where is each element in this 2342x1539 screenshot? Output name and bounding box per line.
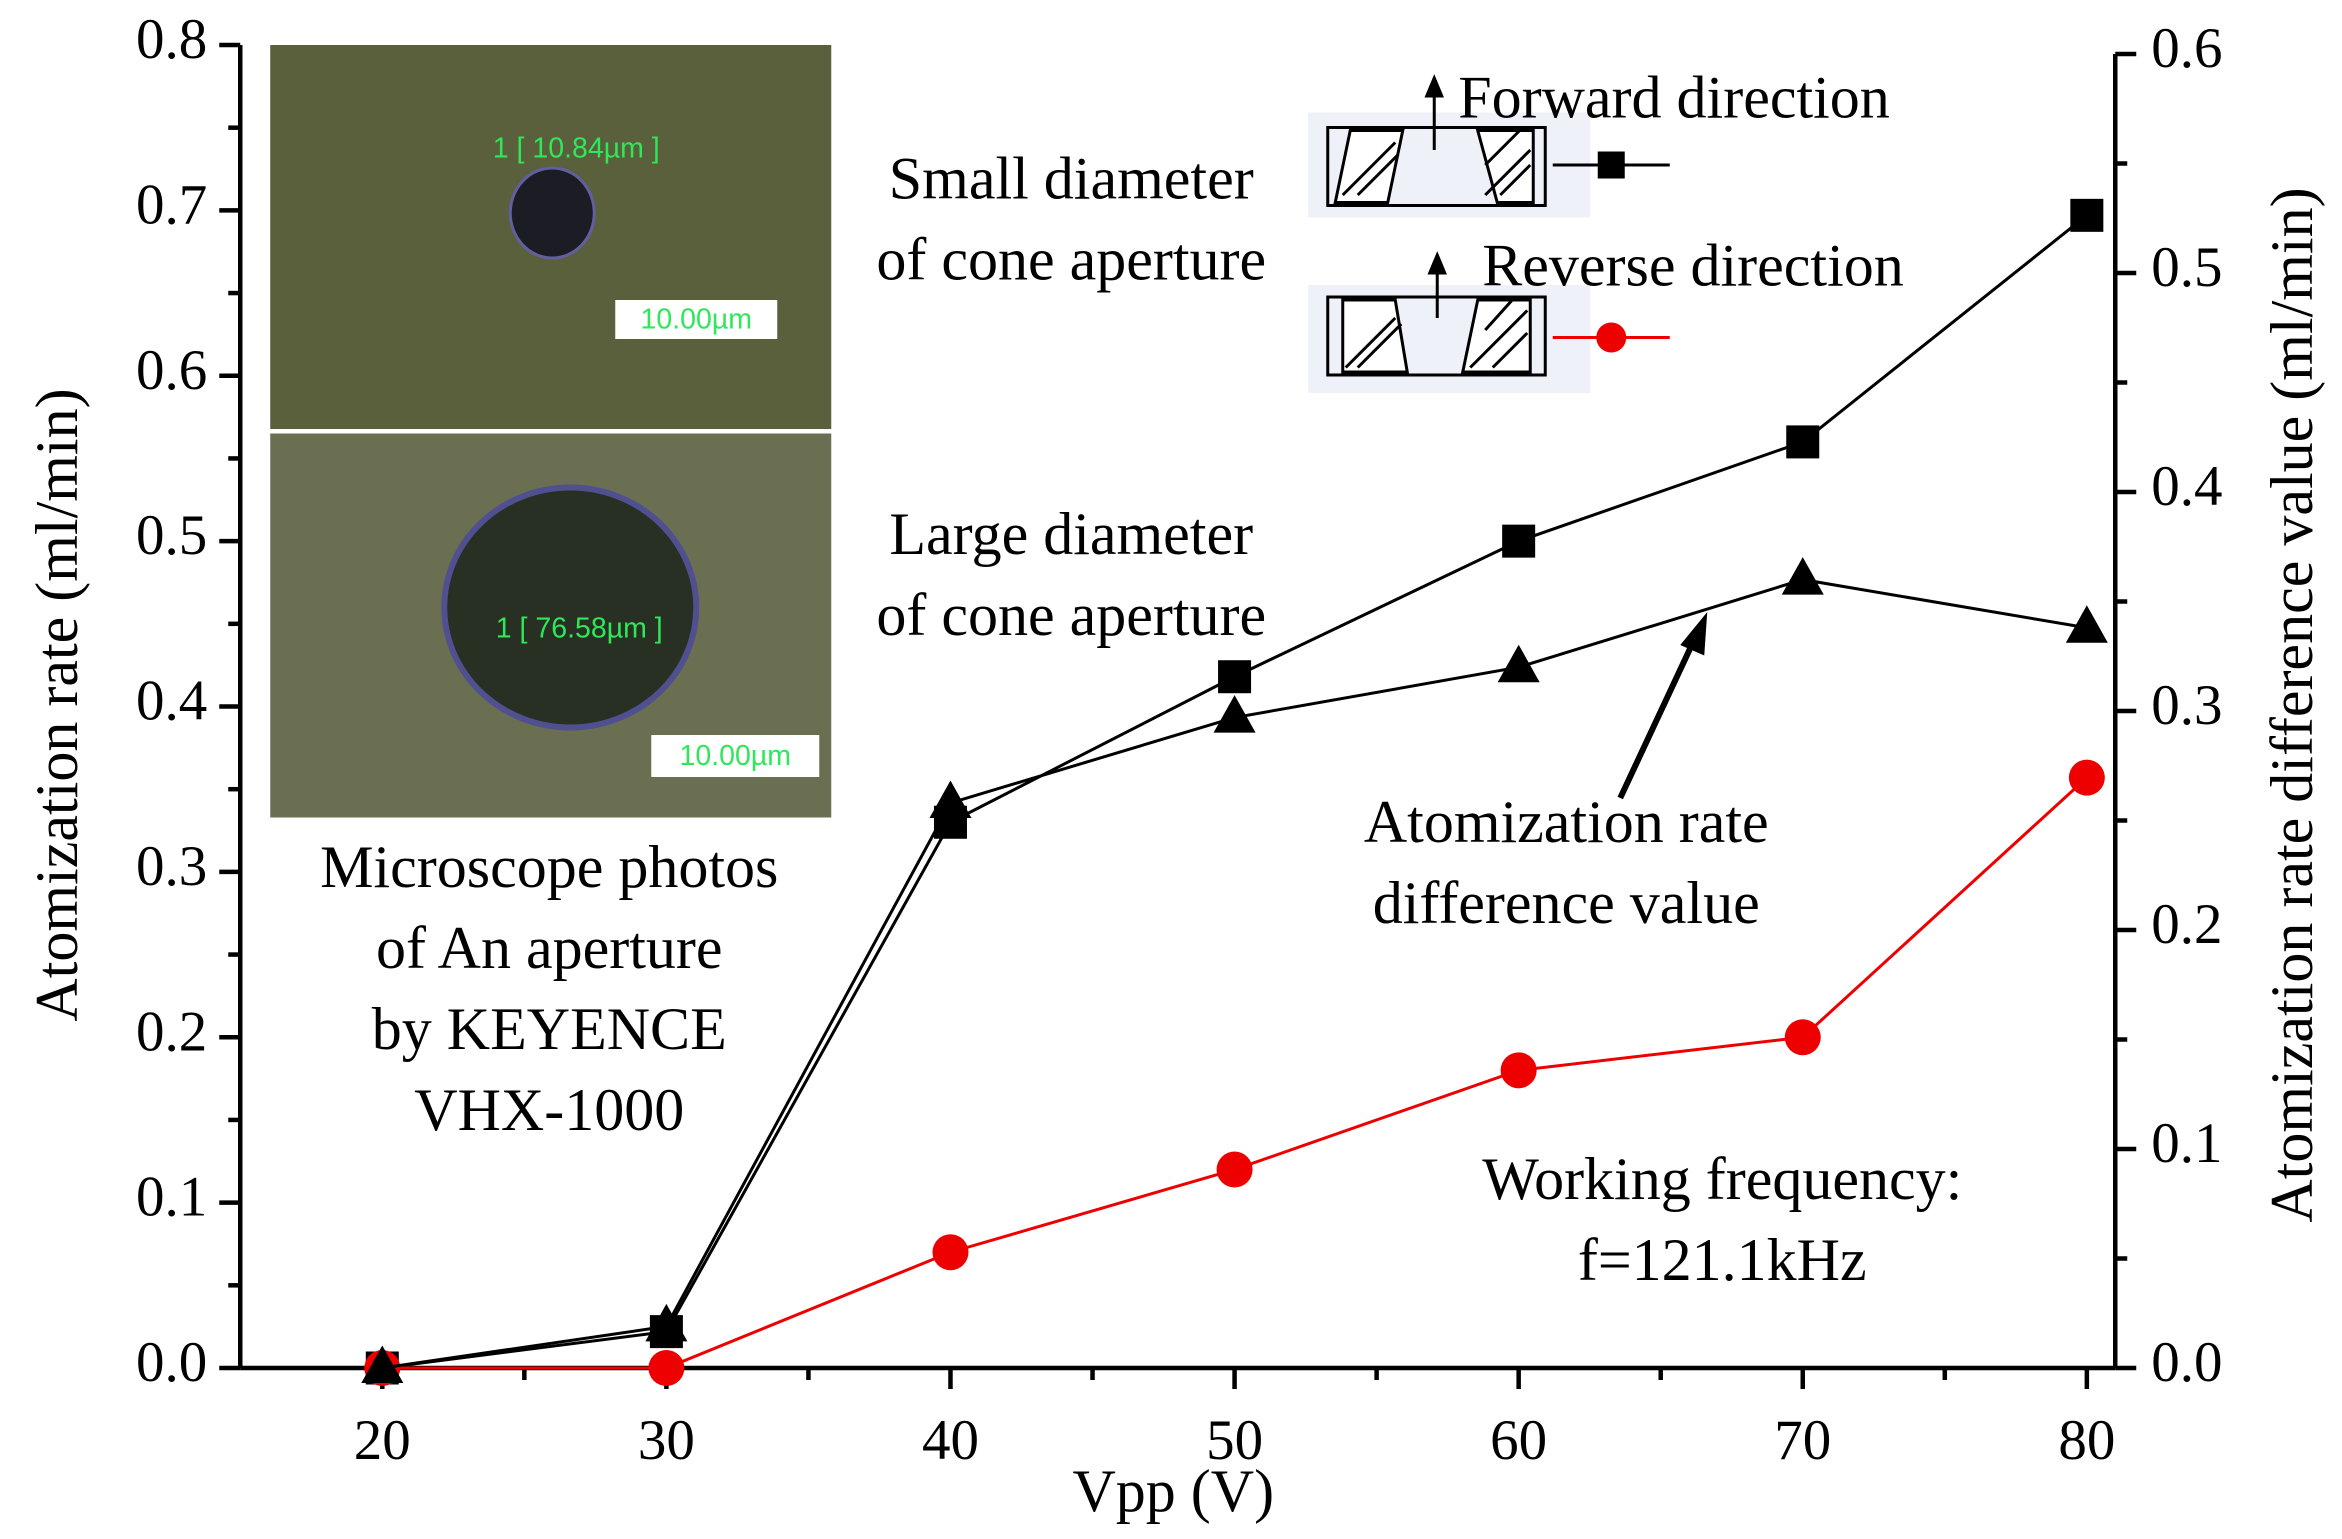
annotation: of An aperture <box>376 915 723 981</box>
scale-box <box>615 300 778 339</box>
photo-label: 10.00µm <box>680 740 791 772</box>
marker <box>1781 557 1824 595</box>
marker <box>929 780 972 818</box>
y-tick-label: 0.5 <box>136 504 207 567</box>
legend-label: Forward direction <box>1458 64 1890 130</box>
annotation-arrow <box>1617 612 1708 800</box>
y2-tick-label: 0.5 <box>2151 236 2222 299</box>
marker <box>361 1345 404 1383</box>
marker <box>1784 1019 1821 1056</box>
marker <box>1497 644 1540 683</box>
photo-label: 10.00µm <box>641 304 752 336</box>
marker <box>1213 695 1256 733</box>
y-tick-label: 0.7 <box>136 173 207 236</box>
x-tick-label: 60 <box>1490 1409 1547 1472</box>
y2-tick-label: 0.1 <box>2151 1112 2222 1175</box>
y2-tick-label: 0.0 <box>2151 1331 2222 1394</box>
y-tick-label: 0.4 <box>136 670 207 733</box>
annotation: Atomization rate <box>1364 789 1769 855</box>
x-tick-label: 20 <box>354 1409 411 1472</box>
marker <box>2068 759 2105 796</box>
legend-label: Reverse direction <box>1482 232 1904 298</box>
marker <box>932 1234 969 1271</box>
microscope-photos <box>270 45 832 818</box>
y2-tick-label: 0.2 <box>2151 893 2222 956</box>
scale-box <box>651 735 820 777</box>
marker <box>2065 605 2108 643</box>
annotation: Small diameter <box>889 145 1254 211</box>
aperture-small <box>508 166 596 260</box>
marker <box>1218 660 1252 694</box>
marker <box>1786 425 1820 459</box>
annotation: of cone aperture <box>876 582 1266 648</box>
x-tick-label: 70 <box>1774 1409 1831 1472</box>
marker <box>1500 1052 1537 1089</box>
y2-axis-label: Atomization rate difference value (ml/mi… <box>2259 187 2325 1222</box>
annotation: difference value <box>1373 870 1760 936</box>
y-axis-label: Atomization rate (ml/min) <box>24 388 90 1021</box>
annotation: Microscope photos <box>320 834 778 900</box>
photo-label: 1 [ 76.58µm ] <box>496 613 663 645</box>
annotation: Working frequency: <box>1482 1146 1962 1212</box>
annotation: of cone aperture <box>876 226 1266 292</box>
x-axis-label: Vpp (V) <box>1072 1458 1274 1524</box>
y-tick-label: 0.6 <box>136 339 207 402</box>
y-tick-label: 0.3 <box>136 835 207 898</box>
y2-tick-label: 0.4 <box>2151 455 2222 518</box>
x-tick-label: 50 <box>1206 1409 1263 1472</box>
y-tick-label: 0.0 <box>136 1331 207 1394</box>
legend-marker <box>1597 151 1625 179</box>
x-tick-label: 30 <box>638 1409 695 1472</box>
y2-tick-label: 0.6 <box>2151 17 2222 80</box>
marker <box>2070 198 2104 232</box>
y2-tick-label: 0.3 <box>2151 674 2222 737</box>
x-tick-label: 40 <box>922 1409 979 1472</box>
annotation: Large diameter <box>889 501 1253 567</box>
legend-icons <box>1308 74 1591 393</box>
annotation: f=121.1kHz <box>1578 1227 1867 1293</box>
marker <box>1216 1151 1253 1188</box>
marker <box>645 1303 688 1342</box>
annotation: VHX-1000 <box>414 1077 684 1143</box>
legend-marker <box>1596 322 1627 353</box>
marker <box>1502 524 1536 558</box>
x-tick-label: 80 <box>2058 1409 2115 1472</box>
y-tick-label: 0.1 <box>136 1166 207 1229</box>
photo-label: 1 [ 10.84µm ] <box>493 133 660 165</box>
y-tick-label: 0.2 <box>136 1000 207 1063</box>
aperture-large <box>441 484 700 731</box>
marker <box>648 1350 685 1386</box>
y-tick-label: 0.8 <box>136 8 207 71</box>
annotation: by KEYENCE <box>372 996 727 1062</box>
